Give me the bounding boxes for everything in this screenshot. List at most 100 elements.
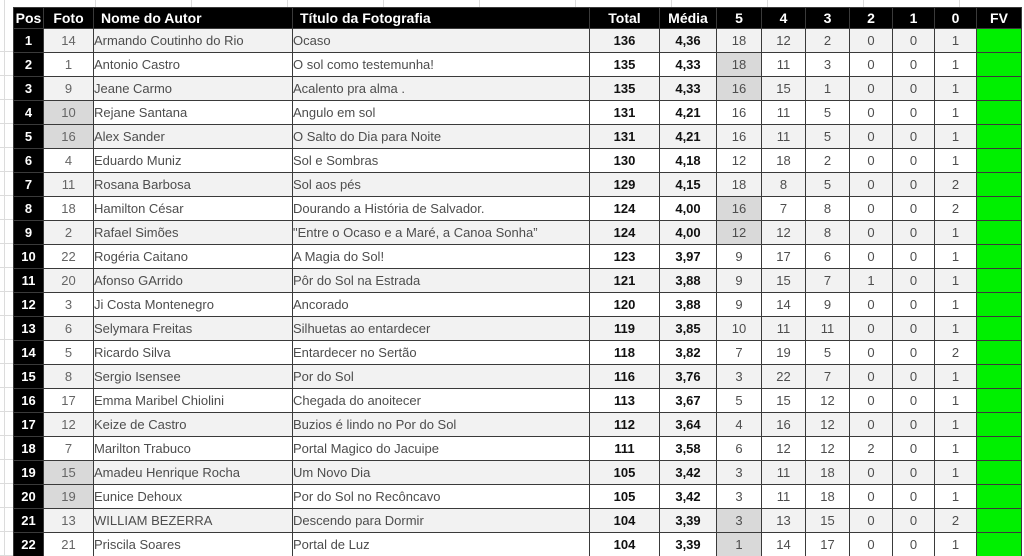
cell-votes-2[interactable]: 0 xyxy=(849,364,893,389)
cell-media[interactable]: 4,00 xyxy=(659,196,717,221)
cell-votes-0[interactable]: 1 xyxy=(934,28,977,53)
cell-votes-3[interactable]: 7 xyxy=(805,268,850,293)
cell-total[interactable]: 118 xyxy=(589,340,660,365)
header-votes-5[interactable]: 5 xyxy=(716,7,762,29)
cell-votes-3[interactable]: 11 xyxy=(805,316,850,341)
cell-votes-3[interactable]: 5 xyxy=(805,124,850,149)
cell-pos[interactable]: 19 xyxy=(13,460,44,485)
cell-pos[interactable]: 12 xyxy=(13,292,44,317)
header-titulo[interactable]: Título da Fotografia xyxy=(292,7,590,29)
cell-votes-1[interactable]: 0 xyxy=(892,364,935,389)
cell-votes-0[interactable]: 2 xyxy=(934,172,977,197)
cell-votes-2[interactable]: 0 xyxy=(849,508,893,533)
cell-votes-2[interactable]: 0 xyxy=(849,220,893,245)
cell-fv[interactable] xyxy=(976,28,1022,53)
cell-autor[interactable]: WILLIAM BEZERRA xyxy=(93,508,293,533)
cell-foto[interactable]: 8 xyxy=(43,364,94,389)
cell-pos[interactable]: 14 xyxy=(13,340,44,365)
cell-autor[interactable]: Hamilton César xyxy=(93,196,293,221)
cell-foto[interactable]: 17 xyxy=(43,388,94,413)
cell-votes-3[interactable]: 7 xyxy=(805,364,850,389)
cell-titulo[interactable]: Portal de Luz xyxy=(292,532,590,556)
cell-autor[interactable]: Rosana Barbosa xyxy=(93,172,293,197)
cell-votes-5[interactable]: 9 xyxy=(716,292,762,317)
cell-autor[interactable]: Alex Sander xyxy=(93,124,293,149)
cell-media[interactable]: 4,18 xyxy=(659,148,717,173)
cell-total[interactable]: 131 xyxy=(589,124,660,149)
cell-votes-0[interactable]: 1 xyxy=(934,460,977,485)
cell-fv[interactable] xyxy=(976,532,1022,556)
cell-votes-1[interactable]: 0 xyxy=(892,436,935,461)
header-total[interactable]: Total xyxy=(589,7,660,29)
cell-votes-1[interactable]: 0 xyxy=(892,532,935,556)
cell-autor[interactable]: Priscila Soares xyxy=(93,532,293,556)
cell-titulo[interactable]: Silhuetas ao entardecer xyxy=(292,316,590,341)
cell-media[interactable]: 3,42 xyxy=(659,484,717,509)
cell-votes-3[interactable]: 1 xyxy=(805,76,850,101)
cell-pos[interactable]: 1 xyxy=(13,28,44,53)
cell-votes-4[interactable]: 18 xyxy=(761,148,806,173)
header-votes-1[interactable]: 1 xyxy=(892,7,935,29)
cell-foto[interactable]: 9 xyxy=(43,76,94,101)
cell-votes-5[interactable]: 16 xyxy=(716,196,762,221)
cell-pos[interactable]: 5 xyxy=(13,124,44,149)
cell-fv[interactable] xyxy=(976,220,1022,245)
cell-autor[interactable]: Amadeu Henrique Rocha xyxy=(93,460,293,485)
cell-votes-5[interactable]: 3 xyxy=(716,484,762,509)
cell-votes-4[interactable]: 19 xyxy=(761,340,806,365)
cell-titulo[interactable]: Entardecer no Sertão xyxy=(292,340,590,365)
cell-votes-5[interactable]: 12 xyxy=(716,148,762,173)
cell-media[interactable]: 3,67 xyxy=(659,388,717,413)
cell-votes-3[interactable]: 12 xyxy=(805,388,850,413)
cell-autor[interactable]: Selymara Freitas xyxy=(93,316,293,341)
cell-total[interactable]: 112 xyxy=(589,412,660,437)
cell-votes-1[interactable]: 0 xyxy=(892,244,935,269)
cell-foto[interactable]: 11 xyxy=(43,172,94,197)
cell-votes-4[interactable]: 17 xyxy=(761,244,806,269)
cell-votes-1[interactable]: 0 xyxy=(892,100,935,125)
cell-autor[interactable]: Rejane Santana xyxy=(93,100,293,125)
cell-titulo[interactable]: Portal Magico do Jacuipe xyxy=(292,436,590,461)
cell-foto[interactable]: 12 xyxy=(43,412,94,437)
cell-votes-2[interactable]: 0 xyxy=(849,484,893,509)
header-autor[interactable]: Nome do Autor xyxy=(93,7,293,29)
cell-fv[interactable] xyxy=(976,364,1022,389)
cell-pos[interactable]: 16 xyxy=(13,388,44,413)
cell-votes-2[interactable]: 0 xyxy=(849,172,893,197)
cell-votes-2[interactable]: 0 xyxy=(849,460,893,485)
cell-votes-5[interactable]: 4 xyxy=(716,412,762,437)
cell-votes-1[interactable]: 0 xyxy=(892,484,935,509)
cell-fv[interactable] xyxy=(976,436,1022,461)
cell-fv[interactable] xyxy=(976,388,1022,413)
cell-pos[interactable]: 21 xyxy=(13,508,44,533)
cell-votes-2[interactable]: 0 xyxy=(849,292,893,317)
cell-votes-5[interactable]: 16 xyxy=(716,76,762,101)
cell-votes-4[interactable]: 22 xyxy=(761,364,806,389)
cell-votes-4[interactable]: 11 xyxy=(761,52,806,77)
cell-pos[interactable]: 6 xyxy=(13,148,44,173)
cell-votes-0[interactable]: 1 xyxy=(934,244,977,269)
cell-total[interactable]: 105 xyxy=(589,484,660,509)
cell-autor[interactable]: Emma Maribel Chiolini xyxy=(93,388,293,413)
cell-foto[interactable]: 5 xyxy=(43,340,94,365)
cell-votes-0[interactable]: 1 xyxy=(934,268,977,293)
cell-votes-4[interactable]: 16 xyxy=(761,412,806,437)
cell-total[interactable]: 136 xyxy=(589,28,660,53)
cell-titulo[interactable]: Por do Sol xyxy=(292,364,590,389)
cell-votes-3[interactable]: 9 xyxy=(805,292,850,317)
cell-media[interactable]: 4,21 xyxy=(659,124,717,149)
cell-votes-0[interactable]: 1 xyxy=(934,220,977,245)
cell-votes-1[interactable]: 0 xyxy=(892,52,935,77)
cell-media[interactable]: 4,36 xyxy=(659,28,717,53)
cell-total[interactable]: 116 xyxy=(589,364,660,389)
cell-votes-3[interactable]: 15 xyxy=(805,508,850,533)
cell-titulo[interactable]: Acalento pra alma . xyxy=(292,76,590,101)
cell-votes-3[interactable]: 5 xyxy=(805,100,850,125)
cell-media[interactable]: 3,88 xyxy=(659,292,717,317)
cell-autor[interactable]: Eduardo Muniz xyxy=(93,148,293,173)
cell-autor[interactable]: Armando Coutinho do Rio xyxy=(93,28,293,53)
cell-titulo[interactable]: A Magia do Sol! xyxy=(292,244,590,269)
cell-votes-0[interactable]: 2 xyxy=(934,340,977,365)
cell-titulo[interactable]: O sol como testemunha! xyxy=(292,52,590,77)
cell-votes-2[interactable]: 0 xyxy=(849,196,893,221)
